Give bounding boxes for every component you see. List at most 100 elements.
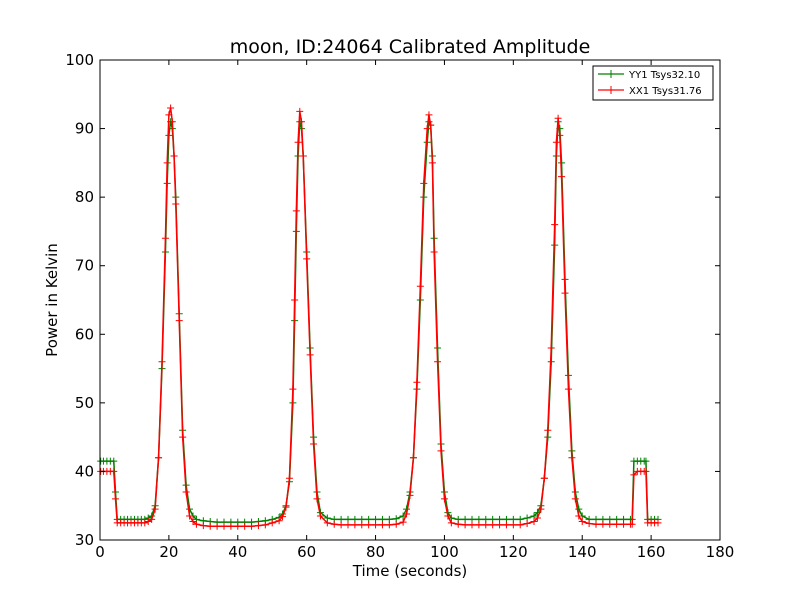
x-tick-label: 40: [228, 543, 247, 561]
data-point: [110, 467, 118, 475]
data-point: [248, 522, 256, 530]
data-point: [296, 107, 304, 115]
plot-frame: [99, 59, 721, 541]
y-tick-label: 50: [75, 394, 94, 412]
data-point: [285, 474, 293, 482]
data-point: [530, 517, 538, 525]
data-point: [179, 433, 187, 441]
data-point: [440, 495, 448, 503]
data-point: [599, 520, 607, 528]
y-tick-label: 80: [75, 188, 94, 206]
data-point: [227, 522, 235, 530]
y-tick-label: 40: [75, 462, 94, 480]
data-point: [158, 358, 166, 366]
data-point: [642, 457, 650, 465]
data-point: [444, 512, 452, 520]
data-point: [461, 521, 469, 529]
x-axis-label: Time (seconds): [352, 562, 468, 580]
data-point: [496, 521, 504, 529]
data-point: [213, 522, 221, 530]
legend-box: [592, 65, 714, 101]
y-tick-label: 90: [75, 120, 94, 138]
data-point: [254, 522, 262, 530]
data-point: [165, 111, 173, 119]
data-point: [299, 152, 307, 160]
data-point: [168, 118, 176, 126]
data-point: [161, 234, 169, 242]
legend-entry-xx1: XX1 Tsys31.76: [598, 86, 702, 97]
data-point: [482, 521, 490, 529]
series-1: [97, 104, 662, 530]
data-point: [141, 519, 149, 527]
data-point: [416, 282, 424, 290]
data-point: [406, 491, 414, 499]
data-point: [568, 454, 576, 462]
data-point: [282, 503, 290, 511]
data-point: [291, 296, 299, 304]
data-point: [430, 248, 438, 256]
data-point: [592, 520, 600, 528]
y-tick-label: 30: [75, 531, 94, 549]
data-point: [378, 521, 386, 529]
data-point: [268, 519, 276, 527]
legend-entry-yy1: YY1 Tsys32.10: [598, 70, 700, 81]
data-point: [186, 512, 194, 520]
data-point: [523, 520, 531, 528]
data-point: [554, 114, 562, 122]
x-tick-label: 120: [499, 543, 528, 561]
x-tick-label: 20: [159, 543, 178, 561]
x-tick-label: 60: [297, 543, 316, 561]
data-point: [537, 505, 545, 513]
series-line: [100, 107, 658, 528]
data-point: [234, 522, 242, 530]
data-point: [564, 385, 572, 393]
data-point: [351, 521, 359, 529]
data-point: [502, 521, 510, 529]
data-point: [628, 520, 636, 528]
data-point: [192, 520, 200, 528]
legend-label-xx1: XX1 Tsys31.76: [629, 86, 702, 97]
data-point: [330, 520, 338, 528]
data-point: [112, 495, 119, 503]
y-tick-label: 60: [75, 325, 94, 343]
data-point: [167, 104, 175, 112]
data-point: [585, 520, 593, 528]
data-point: [533, 514, 541, 522]
data-point: [358, 521, 366, 529]
data-point: [556, 131, 564, 139]
data-point: [428, 159, 436, 167]
chart-title: moon, ID:24064 Calibrated Amplitude: [230, 36, 591, 58]
x-tick-label: 160: [637, 543, 666, 561]
data-point: [413, 378, 421, 386]
data-point: [475, 521, 483, 529]
data-point: [292, 207, 300, 215]
data-point: [275, 517, 283, 525]
data-point: [344, 521, 352, 529]
data-point: [420, 179, 428, 187]
data-point: [199, 522, 207, 530]
data-point: [437, 447, 445, 455]
series-0: [97, 118, 662, 526]
data-point: [489, 521, 497, 529]
data-point: [552, 138, 560, 146]
data-point: [337, 521, 345, 529]
data-point: [423, 125, 431, 133]
data-point: [403, 510, 411, 518]
data-point: [163, 159, 171, 167]
data-point: [323, 519, 331, 527]
data-point: [170, 152, 178, 160]
data-point: [289, 385, 297, 393]
data-point: [399, 518, 407, 526]
data-point: [310, 440, 318, 448]
legend-label-yy1: YY1 Tsys32.10: [628, 70, 700, 81]
data-point: [365, 521, 373, 529]
data-point: [427, 121, 435, 129]
data-point: [172, 200, 180, 208]
x-tick-label: 180: [706, 543, 735, 561]
data-point: [306, 351, 314, 359]
data-point: [454, 520, 462, 528]
data-point: [279, 513, 287, 521]
data-point: [220, 522, 228, 530]
data-point: [558, 173, 566, 181]
x-tick-label: 80: [366, 543, 385, 561]
